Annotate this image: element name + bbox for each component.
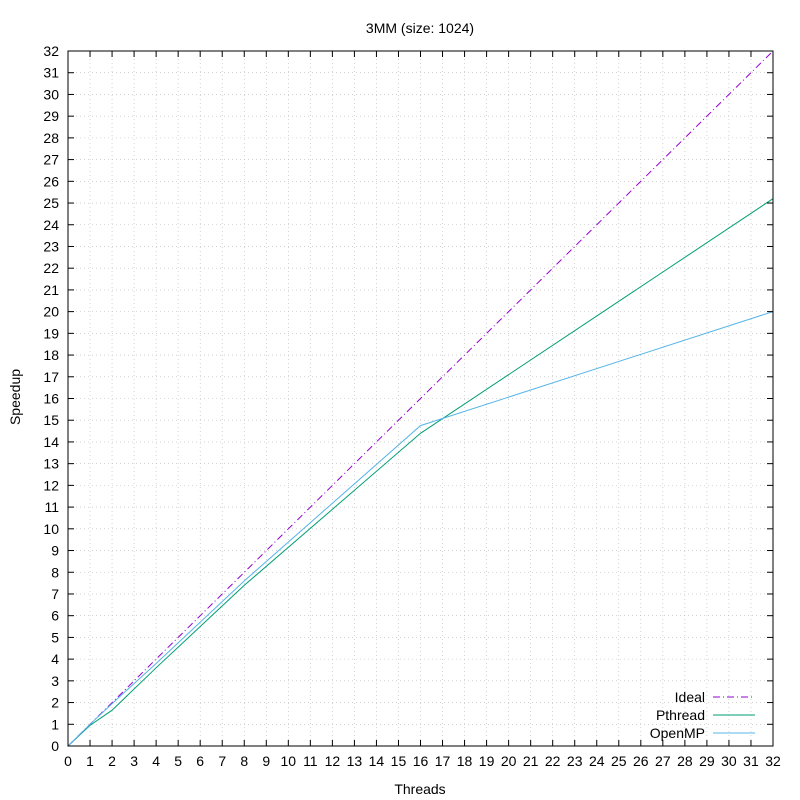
y-axis-title: Speedup [7, 369, 23, 425]
x-tick-label: 9 [262, 753, 270, 769]
x-tick-label: 22 [545, 753, 561, 769]
x-tick-label: 17 [435, 753, 451, 769]
x-tick-label: 23 [567, 753, 583, 769]
x-tick-label: 12 [325, 753, 341, 769]
y-tick-label: 21 [43, 282, 59, 298]
x-tick-label: 15 [391, 753, 407, 769]
y-tick-label: 11 [44, 499, 59, 515]
x-tick-label: 6 [196, 753, 204, 769]
x-tick-label: 2 [108, 753, 116, 769]
x-tick-label: 4 [152, 753, 160, 769]
y-tick-label: 14 [43, 434, 59, 450]
y-tick-label: 28 [43, 130, 59, 146]
y-tick-label: 20 [43, 304, 59, 320]
x-tick-label: 25 [611, 753, 627, 769]
series-line-openmp [67, 311, 774, 747]
y-tick-label: 27 [43, 152, 59, 168]
x-tick-label: 29 [699, 753, 715, 769]
x-tick-label: 19 [479, 753, 495, 769]
y-tick-label: 30 [43, 86, 59, 102]
chart-title: 3MM (size: 1024) [366, 20, 474, 36]
x-tick-label: 5 [174, 753, 182, 769]
series-lines [67, 50, 774, 747]
x-tick-label: 8 [240, 753, 248, 769]
x-tick-label: 30 [721, 753, 737, 769]
x-tick-label: 27 [655, 753, 671, 769]
legend: Ideal Pthread OpenMP [650, 689, 755, 741]
y-tick-label: 8 [51, 564, 59, 580]
y-tick-label: 19 [43, 325, 59, 341]
y-tick-label: 1 [51, 716, 59, 732]
x-tick-label: 14 [369, 753, 385, 769]
x-tick-label: 3 [130, 753, 138, 769]
y-tick-label: 32 [43, 43, 59, 59]
x-tick-label: 10 [281, 753, 297, 769]
y-tick-label: 10 [43, 521, 59, 537]
legend-label-pthread: Pthread [656, 707, 705, 723]
y-tick-label: 17 [43, 369, 59, 385]
x-tick-label: 28 [677, 753, 693, 769]
x-tick-label: 32 [765, 753, 781, 769]
y-tick-label: 9 [51, 543, 59, 559]
y-tick-label: 31 [43, 65, 59, 81]
y-tick-label: 29 [43, 108, 59, 124]
x-tick-label: 1 [86, 753, 94, 769]
x-tick-label: 0 [64, 753, 72, 769]
x-axis-title: Threads [394, 781, 445, 797]
x-tick-label: 20 [501, 753, 517, 769]
y-tick-label: 22 [43, 260, 59, 276]
y-tick-label: 26 [43, 173, 59, 189]
legend-label-openmp: OpenMP [650, 725, 705, 741]
y-tick-label: 23 [43, 238, 59, 254]
x-tick-label: 11 [303, 753, 318, 769]
y-tick-label: 5 [51, 629, 59, 645]
y-tick-label: 3 [51, 673, 59, 689]
x-tick-label: 18 [457, 753, 473, 769]
x-tick-label: 21 [523, 753, 539, 769]
x-tick-label: 13 [347, 753, 363, 769]
legend-label-ideal: Ideal [675, 689, 705, 705]
x-tick-label: 26 [633, 753, 649, 769]
x-tick-label: 16 [413, 753, 429, 769]
x-tick-label: 24 [589, 753, 605, 769]
y-tick-label: 6 [51, 608, 59, 624]
x-tick-label: 7 [218, 753, 226, 769]
y-tick-label: 18 [43, 347, 59, 363]
y-tick-label: 13 [43, 456, 59, 472]
y-tick-label: 12 [43, 477, 59, 493]
y-tick-label: 2 [51, 695, 59, 711]
y-tick-label: 16 [43, 391, 59, 407]
x-tick-label: 31 [743, 753, 759, 769]
y-tick-label: 7 [51, 586, 59, 602]
y-tick-label: 0 [51, 738, 59, 754]
y-tick-label: 15 [43, 412, 59, 428]
y-tick-label: 4 [51, 651, 59, 667]
y-tick-label: 24 [43, 217, 59, 233]
axis-ticks: 0 1 2 3 4 5 6 7 8 9 10 11 12 13 14 15 16 17 18 19 20 21 22 23 24… [43, 43, 781, 769]
y-tick-label: 25 [43, 195, 59, 211]
series-line-pthread [67, 198, 774, 747]
